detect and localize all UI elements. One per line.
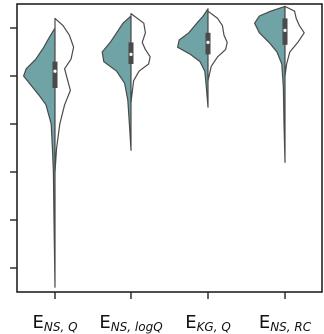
violin-right-1 (130, 13, 151, 103)
violin-left-2 (177, 8, 209, 108)
x-axis: ENS, Q ENS, logQ EKG, Q ENS, RC (32, 292, 312, 334)
violin-right-3 (284, 5, 305, 77)
x-tick-label-2: EKG, Q (185, 312, 231, 334)
violin-left-3 (254, 5, 286, 163)
median-point-0 (53, 69, 57, 73)
median-point-1 (129, 52, 133, 57)
violin-left-0 (23, 27, 56, 288)
x-tick-label-1: ENS, logQ (99, 312, 162, 334)
y-axis (10, 27, 17, 269)
violin-left-1 (101, 15, 132, 151)
plot-area (23, 5, 305, 288)
iqr-box-0 (52, 61, 58, 88)
x-tick-label-0: ENS, Q (32, 312, 77, 334)
violin-right-2 (207, 10, 228, 82)
median-point-2 (206, 40, 210, 45)
plot-frame (16, 3, 323, 293)
x-tick-label-3: ENS, RC (259, 312, 312, 334)
median-point-3 (283, 28, 287, 32)
violin-right-0 (54, 17, 75, 173)
